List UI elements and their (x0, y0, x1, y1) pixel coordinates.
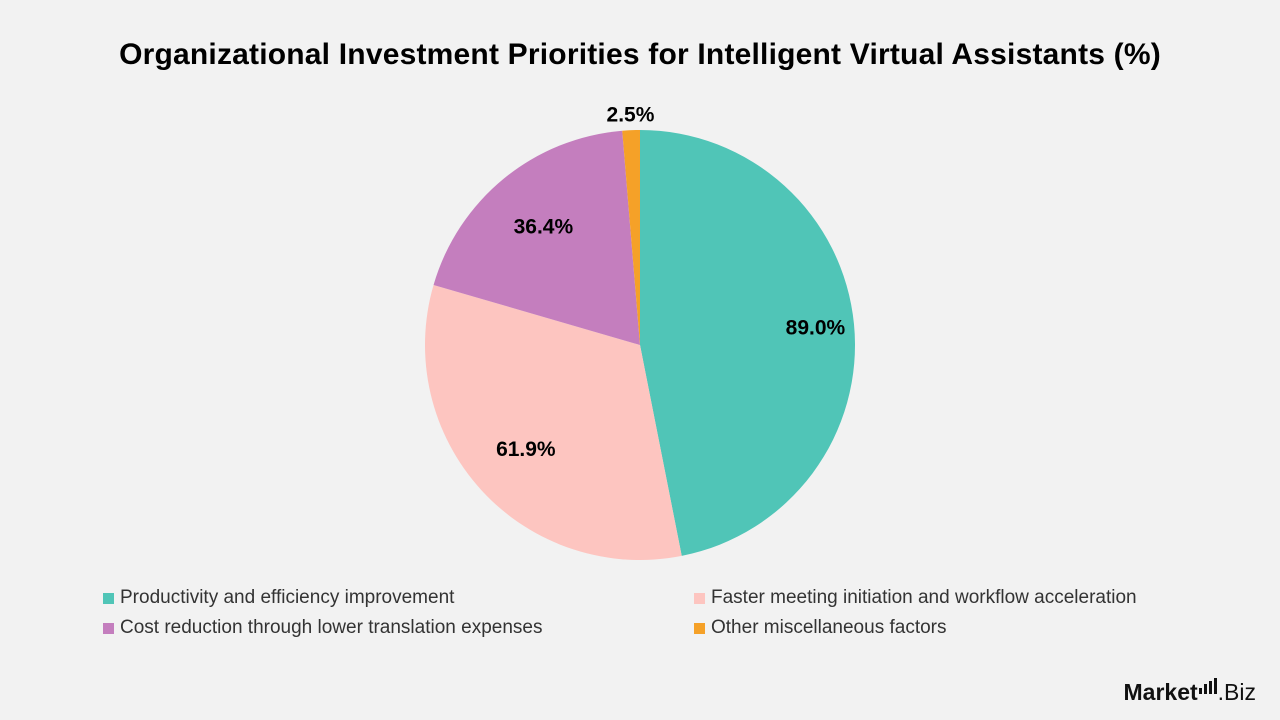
legend-label-cost-reduction: Cost reduction through lower translation… (120, 617, 543, 638)
chart-title: Organizational Investment Priorities for… (119, 38, 1161, 71)
bar-chart-icon (1198, 678, 1217, 694)
legend-label-productivity: Productivity and efficiency improvement (120, 587, 455, 608)
legend-label-other: Other miscellaneous factors (711, 617, 947, 638)
pie-slice-faster-meeting (425, 284, 682, 560)
legend-swatch-faster-meeting (694, 592, 705, 604)
legend-item-productivity: Productivity and efficiency improvement (103, 587, 694, 609)
legend: Productivity and efficiency improvement … (103, 587, 1253, 639)
legend-swatch-cost-reduction (103, 622, 114, 634)
legend-item-cost-reduction: Cost reduction through lower translation… (103, 617, 694, 639)
brand-logo-part2: .Biz (1217, 679, 1256, 705)
pie-slice-productivity (640, 130, 856, 556)
data-label-faster-meeting: 61.9% (496, 438, 556, 461)
data-label-cost-reduction: 36.4% (514, 215, 574, 238)
legend-swatch-productivity (103, 592, 114, 604)
legend-label-faster-meeting: Faster meeting initiation and workflow a… (711, 587, 1137, 608)
data-label-productivity: 89.0% (786, 316, 846, 339)
brand-logo-part1: Market (1123, 679, 1198, 705)
pie-slice-cost-reduction (433, 130, 640, 345)
legend-item-faster-meeting: Faster meeting initiation and workflow a… (694, 587, 1234, 609)
legend-item-other: Other miscellaneous factors (694, 617, 1234, 639)
pie-slice-other (622, 130, 640, 345)
data-label-other: 2.5% (607, 104, 655, 127)
legend-swatch-other (694, 622, 705, 634)
brand-logo: Market .Biz (1123, 678, 1256, 706)
